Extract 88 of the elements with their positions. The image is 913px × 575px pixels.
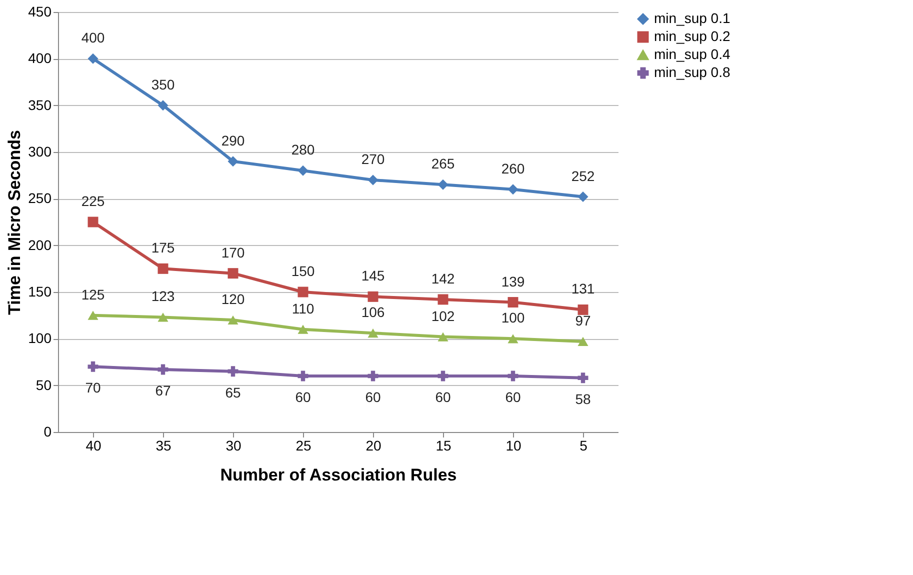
data-label: 58 [575, 390, 591, 407]
data-label: 110 [292, 300, 314, 316]
point [228, 156, 238, 167]
data-label: 400 [81, 30, 105, 46]
y-tick-label: 300 [28, 144, 52, 160]
x-tick-label: 30 [226, 438, 242, 454]
data-label: 260 [501, 160, 525, 176]
legend-label: min_sup 0.8 [654, 64, 730, 80]
point [228, 315, 238, 325]
x-tick-label: 15 [436, 438, 452, 454]
point [88, 216, 98, 228]
data-label: 60 [435, 389, 451, 405]
point [228, 268, 238, 279]
data-label: 225 [81, 193, 105, 209]
point [368, 174, 378, 186]
point [508, 370, 518, 382]
data-label: 175 [151, 240, 175, 256]
y-tick-label: 200 [28, 236, 52, 253]
point [158, 263, 168, 274]
point [158, 100, 168, 111]
point [298, 324, 308, 334]
point [158, 312, 168, 322]
legend-label: min_sup 0.1 [654, 10, 730, 26]
point [508, 297, 518, 308]
data-label: 252 [571, 168, 595, 184]
point [508, 184, 518, 195]
point [578, 372, 588, 384]
data-label: 142 [431, 270, 455, 286]
data-label: 60 [295, 389, 311, 405]
data-label: 67 [155, 382, 171, 398]
point [368, 291, 378, 302]
y-tick-label: 100 [28, 330, 52, 346]
data-label: 97 [575, 312, 591, 328]
point [298, 165, 308, 176]
data-label: 270 [361, 151, 385, 167]
data-label: 350 [151, 76, 175, 92]
data-label: 102 [431, 308, 455, 324]
x-tick-label: 35 [156, 438, 172, 454]
data-label: 106 [361, 304, 385, 320]
y-tick-label: 350 [28, 96, 52, 113]
point [438, 332, 448, 342]
point [88, 361, 98, 372]
y-axis-title: Time in Micro Seconds [5, 130, 24, 315]
data-label: 170 [221, 244, 245, 260]
data-label: 60 [365, 389, 381, 405]
data-label: 280 [291, 142, 315, 158]
x-tick-label: 25 [296, 438, 312, 454]
point [298, 370, 308, 382]
point [368, 328, 378, 338]
legend-label: min_sup 0.2 [654, 28, 730, 44]
data-label: 65 [225, 384, 241, 400]
point [228, 366, 238, 377]
point [578, 336, 588, 346]
y-tick-label: 450 [28, 4, 52, 20]
x-tick-label: 10 [506, 438, 522, 454]
data-label: 265 [431, 156, 455, 172]
data-label: 145 [361, 268, 385, 284]
point [438, 370, 448, 382]
data-label: 131 [571, 280, 595, 297]
data-label: 120 [221, 291, 245, 307]
point [438, 179, 448, 190]
data-label: 60 [505, 389, 521, 405]
y-tick-label: 400 [28, 50, 52, 66]
y-tick-label: 50 [36, 376, 52, 393]
point [368, 370, 378, 382]
legend-label: min_sup 0.4 [654, 46, 730, 62]
y-tick-label: 0 [44, 424, 52, 440]
data-label: 139 [501, 273, 525, 290]
y-tick-label: 250 [28, 190, 52, 206]
data-label: 123 [151, 288, 175, 304]
x-axis-title: Number of Association Rules [220, 466, 457, 484]
data-label: 125 [81, 286, 105, 302]
data-label: 150 [291, 263, 315, 279]
x-tick-label: 20 [366, 438, 382, 454]
data-label: 100 [501, 310, 525, 326]
point [578, 304, 588, 315]
point [578, 192, 588, 202]
point [508, 334, 518, 344]
point [88, 310, 98, 320]
y-tick-label: 150 [28, 284, 52, 300]
data-label: 70 [85, 380, 101, 396]
point [158, 364, 168, 375]
x-tick-label: 5 [580, 438, 588, 454]
data-label: 290 [221, 132, 245, 148]
x-tick-label: 40 [86, 438, 102, 454]
point [298, 286, 308, 298]
point [438, 294, 448, 305]
point [88, 53, 98, 64]
